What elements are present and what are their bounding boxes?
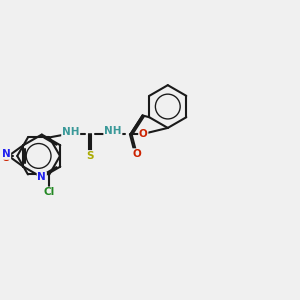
Text: O: O [139, 129, 148, 139]
Text: N: N [2, 149, 10, 159]
Text: N: N [38, 172, 46, 182]
Text: S: S [86, 151, 94, 161]
Text: NH: NH [104, 126, 122, 136]
Text: O: O [132, 149, 141, 159]
Text: Cl: Cl [44, 187, 55, 197]
Text: NH: NH [62, 127, 80, 137]
Text: O: O [2, 153, 10, 163]
